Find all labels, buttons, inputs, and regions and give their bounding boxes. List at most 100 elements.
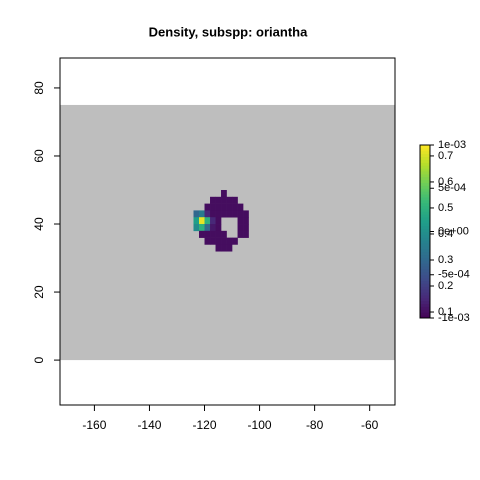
raster-cell [221,244,227,252]
raster-cell [215,203,222,211]
raster-cell [226,237,233,245]
raster-cell [221,196,227,204]
legend-gradient [420,185,430,189]
legend-gradient [420,159,430,163]
y-tick-label: 80 [32,81,46,95]
raster-cell [204,230,211,238]
raster-cell [215,196,222,204]
x-tick-label: -160 [82,418,106,432]
raster-cell [193,210,200,218]
legend2-tick-label: -1e-03 [438,312,470,324]
legend-gradient [420,309,430,313]
raster-cell [221,203,227,211]
legend-tick-label: 0.7 [438,150,453,162]
legend-gradient [420,248,430,253]
legend-gradient [420,274,430,279]
legend-gradient [420,243,430,247]
legend-gradient [420,294,430,299]
legend-gradient [420,260,430,264]
legend-gradient [420,191,430,195]
legend-gradient [420,228,430,232]
raster-cell [221,230,227,238]
legend-gradient [420,277,430,282]
raster-cell [221,237,227,245]
legend-gradient [420,156,430,160]
raster-cell [210,230,216,238]
raster-cell [226,196,233,204]
legend-gradient [420,196,430,201]
legend-gradient [420,286,430,290]
legend-gradient [420,266,430,270]
legend-gradient [420,147,430,152]
raster-cell [221,210,227,218]
raster-cell [221,189,227,198]
raster-cell [226,210,233,218]
legend2-tick-label: 5e-04 [438,182,466,194]
raster-cell [215,244,222,252]
raster-cell [204,203,211,211]
raster-cell [210,224,216,232]
raster-cell [199,217,205,225]
legend-gradient [420,208,430,212]
raster-cell [210,217,216,225]
raster-cell [243,230,249,238]
legend-gradient [420,211,430,215]
y-tick-label: 60 [32,149,46,163]
legend-gradient [420,199,430,204]
legend-gradient [420,170,430,175]
legend-gradient [420,289,430,293]
legend-gradient [420,179,430,183]
legend-gradient [420,257,430,261]
legend-gradient [420,240,430,244]
legend-gradient [420,263,430,267]
legend-tick-label: 0.2 [438,280,453,292]
legend-gradient [420,214,430,218]
raster-cell [210,203,216,211]
legend-gradient [420,202,430,207]
legend-gradient [420,182,430,186]
raster-cell [232,210,238,218]
y-tick-label: 0 [32,356,46,363]
legend2-tick-label: 0e+00 [438,225,469,237]
raster-cell [210,196,216,204]
legend-gradient [420,145,430,149]
legend-gradient [420,150,430,155]
raster-cell [215,210,222,218]
legend-tick-label: 0.6 [438,176,453,188]
legend-tick-label: 0.1 [438,306,453,318]
legend-gradient [420,254,430,258]
legend-gradient [420,217,430,221]
raster-cell [210,210,216,218]
plot-frame [59,57,396,406]
raster-cell [243,217,249,225]
raster-cell [215,224,222,232]
legend-tick-label: 0.3 [438,254,453,266]
legend-gradient [420,315,430,319]
raster-cell [226,244,233,252]
legend-gradient [420,283,430,287]
legend-gradient [420,268,430,273]
raster-cell [193,217,200,225]
x-tick-label: -60 [361,418,379,432]
legend-gradient [420,303,430,307]
raster-cell [199,224,205,232]
legend-gradient [420,153,430,158]
x-tick-label: -140 [137,418,161,432]
legend2-tick-label: -5e-04 [438,269,470,281]
raster-cell [193,224,200,232]
legend-gradient [420,165,430,169]
raster-cell [215,230,222,238]
raster-cell [210,237,216,245]
legend-gradient [420,176,430,181]
legend-gradient [420,237,430,241]
legend-gradient [420,234,430,238]
raster-cell [204,217,211,225]
land-mask [60,104,395,361]
legend-gradient [420,231,430,235]
raster-cell [237,203,244,211]
legend-gradient [420,168,430,172]
legend-gradient [420,300,430,305]
raster-cell [199,230,205,238]
legend-gradient [420,205,430,209]
